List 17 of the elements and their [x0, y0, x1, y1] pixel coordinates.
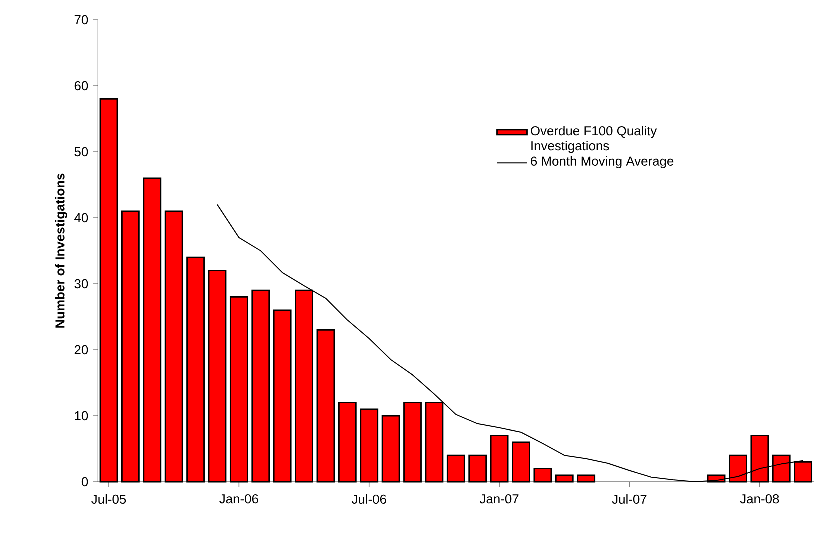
x-tick-label: Jul-06: [352, 494, 386, 504]
y-tick-label: 40: [74, 213, 88, 223]
y-tick-label: 0: [82, 477, 88, 487]
x-tick-label: Jan-08: [740, 494, 780, 504]
x-tick-label: Jan-07: [480, 494, 519, 504]
y-tick-label: 20: [74, 345, 88, 355]
y-tick-label: 30: [74, 279, 88, 289]
y-tick-label: 60: [74, 81, 88, 91]
y-tick-label: 70: [74, 15, 88, 25]
x-tick-label: Jul-07: [612, 494, 647, 504]
y-tick-label: 10: [75, 411, 88, 421]
x-tick-label: Jan-06: [220, 494, 258, 504]
legend-label: Overdue F100 Quality Investigations: [531, 126, 658, 154]
y-axis-title: Number of Investigations: [55, 174, 68, 328]
y-tick-label: 50: [74, 147, 88, 157]
legend-label: 6 Month Moving Average: [531, 156, 674, 169]
x-tick-label: Jul-05: [92, 494, 126, 504]
